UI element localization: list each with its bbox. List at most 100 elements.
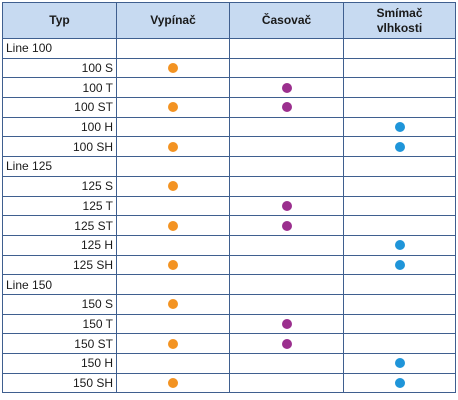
model-label: 100 ST (2, 97, 117, 118)
table-row: 150 ST (2, 333, 456, 354)
snimac-cell (343, 77, 456, 99)
vypinac-dot-icon (168, 220, 178, 231)
model-label: 125 H (2, 234, 117, 256)
snimac-cell (343, 116, 456, 138)
empty-cell (116, 274, 230, 295)
vypinac-cell (116, 293, 230, 315)
table-row: 150 SH (2, 372, 456, 394)
vypinac-cell (116, 57, 230, 79)
snimac-dot-icon (394, 141, 405, 152)
group-label: Line 125 (2, 156, 117, 177)
snimac-dot-icon (394, 122, 405, 133)
vypinac-dot-icon (168, 181, 178, 192)
casovac-cell (229, 195, 344, 217)
vypinac-dot-icon (168, 338, 178, 349)
vypinac-cell (116, 353, 230, 374)
vypinac-dot-icon (168, 102, 178, 113)
vypinac-cell (116, 333, 230, 354)
casovac-dot-icon (281, 220, 292, 231)
snimac-cell (343, 57, 456, 79)
casovac-cell (229, 333, 344, 354)
casovac-dot-icon (281, 318, 292, 329)
snimac-cell (343, 353, 456, 374)
header-snimac-line1: Smímač (376, 5, 423, 20)
vypinac-cell (116, 313, 230, 335)
vypinac-dot-icon (168, 141, 178, 152)
model-label: 125 T (2, 195, 117, 217)
model-label: 100 S (2, 57, 117, 79)
header-row: Typ Vypínač Časovač Smímač vlhkosti (2, 2, 456, 39)
model-label: 125 SH (2, 254, 117, 276)
header-snimac-line2: vlhkosti (376, 20, 423, 35)
casovac-dot-icon (281, 82, 292, 93)
snimac-cell (343, 195, 456, 217)
vypinac-cell (116, 254, 230, 276)
empty-cell (343, 156, 456, 177)
snimac-cell (343, 97, 456, 118)
snimac-dot-icon (394, 259, 405, 270)
casovac-dot-icon (281, 338, 292, 349)
vypinac-cell (116, 97, 230, 118)
vypinac-dot-icon (168, 299, 178, 310)
casovac-cell (229, 313, 344, 335)
vypinac-dot-icon (168, 259, 178, 270)
empty-cell (116, 156, 230, 177)
snimac-cell (343, 372, 456, 394)
model-label: 150 ST (2, 333, 117, 354)
table-row: 125 SH (2, 254, 456, 276)
model-label: 125 S (2, 175, 117, 197)
snimac-dot-icon (394, 358, 405, 369)
snimac-cell (343, 254, 456, 276)
casovac-cell (229, 57, 344, 79)
snimac-dot-icon (394, 240, 405, 251)
casovac-cell (229, 353, 344, 374)
group-row: Line 125 (2, 156, 456, 177)
snimac-cell (343, 175, 456, 197)
empty-cell (116, 38, 230, 59)
empty-cell (229, 38, 344, 59)
snimac-dot-icon (394, 378, 405, 389)
table-row: 100 ST (2, 97, 456, 118)
table-row: 125 ST (2, 215, 456, 236)
casovac-cell (229, 293, 344, 315)
table-row: 125 S (2, 175, 456, 197)
vypinac-cell (116, 175, 230, 197)
casovac-dot-icon (281, 200, 292, 211)
empty-cell (229, 156, 344, 177)
table-header: Typ Vypínač Časovač Smímač vlhkosti (2, 2, 456, 39)
model-label: 100 T (2, 77, 117, 99)
header-casovac: Časovač (229, 2, 344, 39)
table-row: 125 H (2, 234, 456, 256)
group-row: Line 100 (2, 38, 456, 59)
snimac-cell (343, 313, 456, 335)
table-row: 150 T (2, 313, 456, 335)
empty-cell (229, 274, 344, 295)
snimac-cell (343, 136, 456, 158)
model-label: 150 SH (2, 372, 117, 394)
header-snimac: Smímač vlhkosti (343, 2, 456, 39)
model-label: 150 T (2, 313, 117, 335)
empty-cell (343, 274, 456, 295)
table-row: 150 S (2, 293, 456, 315)
feature-table: Typ Vypínač Časovač Smímač vlhkosti Line… (2, 2, 456, 394)
model-label: 100 SH (2, 136, 117, 158)
casovac-cell (229, 136, 344, 158)
table-row: 100 SH (2, 136, 456, 158)
casovac-cell (229, 97, 344, 118)
snimac-cell (343, 293, 456, 315)
vypinac-cell (116, 234, 230, 256)
table-row: 125 T (2, 195, 456, 217)
casovac-cell (229, 175, 344, 197)
model-label: 150 S (2, 293, 117, 315)
vypinac-cell (116, 195, 230, 217)
group-label: Line 100 (2, 38, 117, 59)
group-label: Line 150 (2, 274, 117, 295)
vypinac-cell (116, 77, 230, 99)
empty-cell (343, 38, 456, 59)
model-label: 125 ST (2, 215, 117, 236)
group-row: Line 150 (2, 274, 456, 295)
vypinac-cell (116, 136, 230, 158)
table-row: 150 H (2, 353, 456, 374)
table-row: 100 H (2, 116, 456, 138)
casovac-cell (229, 254, 344, 276)
